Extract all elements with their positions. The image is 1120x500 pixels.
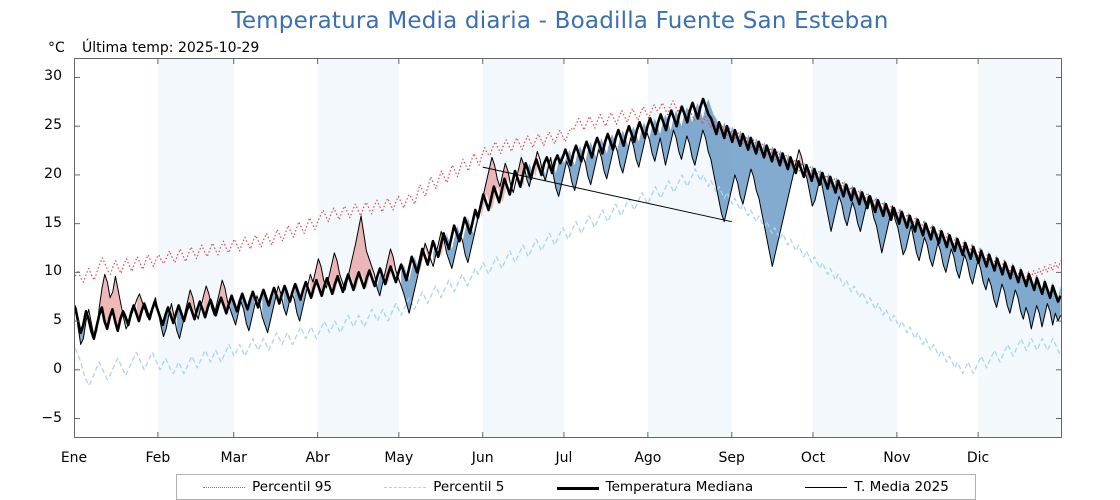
legend-item-p5: Percentil 5: [384, 479, 504, 495]
page-title: Temperatura Media diaria - Boadilla Fuen…: [231, 8, 889, 34]
legend-swatch-mean2025: [805, 481, 848, 493]
x-tick-label: Jun: [471, 450, 494, 466]
legend-item-p95: Percentil 95: [203, 479, 332, 495]
x-tick-label: Oct: [800, 450, 826, 466]
x-tick-label: Abr: [305, 450, 330, 466]
legend-label-p5: Percentil 5: [433, 479, 505, 495]
x-tick-label: Sep: [718, 450, 745, 466]
y-tick-label: 25: [44, 117, 62, 134]
legend-item-mean2025: T. Media 2025: [805, 479, 949, 495]
legend-label-p95: Percentil 95: [252, 479, 332, 495]
x-tick-label: May: [384, 450, 414, 466]
x-tick-label: Dic: [966, 450, 990, 466]
legend-swatch-p5: [384, 481, 427, 493]
y-tick-label: 30: [44, 68, 62, 85]
legend-item-median: Temperatura Mediana: [556, 479, 754, 495]
y-tick-label: 10: [44, 263, 62, 280]
last-temp-subtitle: Última temp: 2025-10-29: [82, 40, 260, 56]
y-tick-label: 0: [53, 360, 62, 377]
y-tick-label: 5: [53, 312, 62, 329]
x-tick-label: Ene: [60, 450, 88, 466]
legend-swatch-median: [556, 481, 599, 493]
y-tick-label: 20: [44, 165, 62, 182]
y-tick-label: 15: [44, 214, 62, 231]
legend-label-median: Temperatura Mediana: [605, 479, 754, 495]
y-tick-label: −5: [41, 409, 62, 426]
chart-legend: Percentil 95 Percentil 5 Temperatura Med…: [176, 474, 976, 500]
temperature-plot: [74, 58, 1062, 438]
x-tick-label: Feb: [145, 450, 171, 466]
y-axis-unit-label: °C: [48, 40, 65, 56]
x-tick-label: Nov: [883, 450, 911, 466]
legend-swatch-p95: [203, 481, 246, 493]
x-tick-label: Ago: [634, 450, 662, 466]
plot-area: [74, 58, 1062, 438]
legend-label-mean2025: T. Media 2025: [854, 479, 949, 495]
x-tick-label: Jul: [555, 450, 573, 466]
x-tick-label: Mar: [220, 450, 247, 466]
